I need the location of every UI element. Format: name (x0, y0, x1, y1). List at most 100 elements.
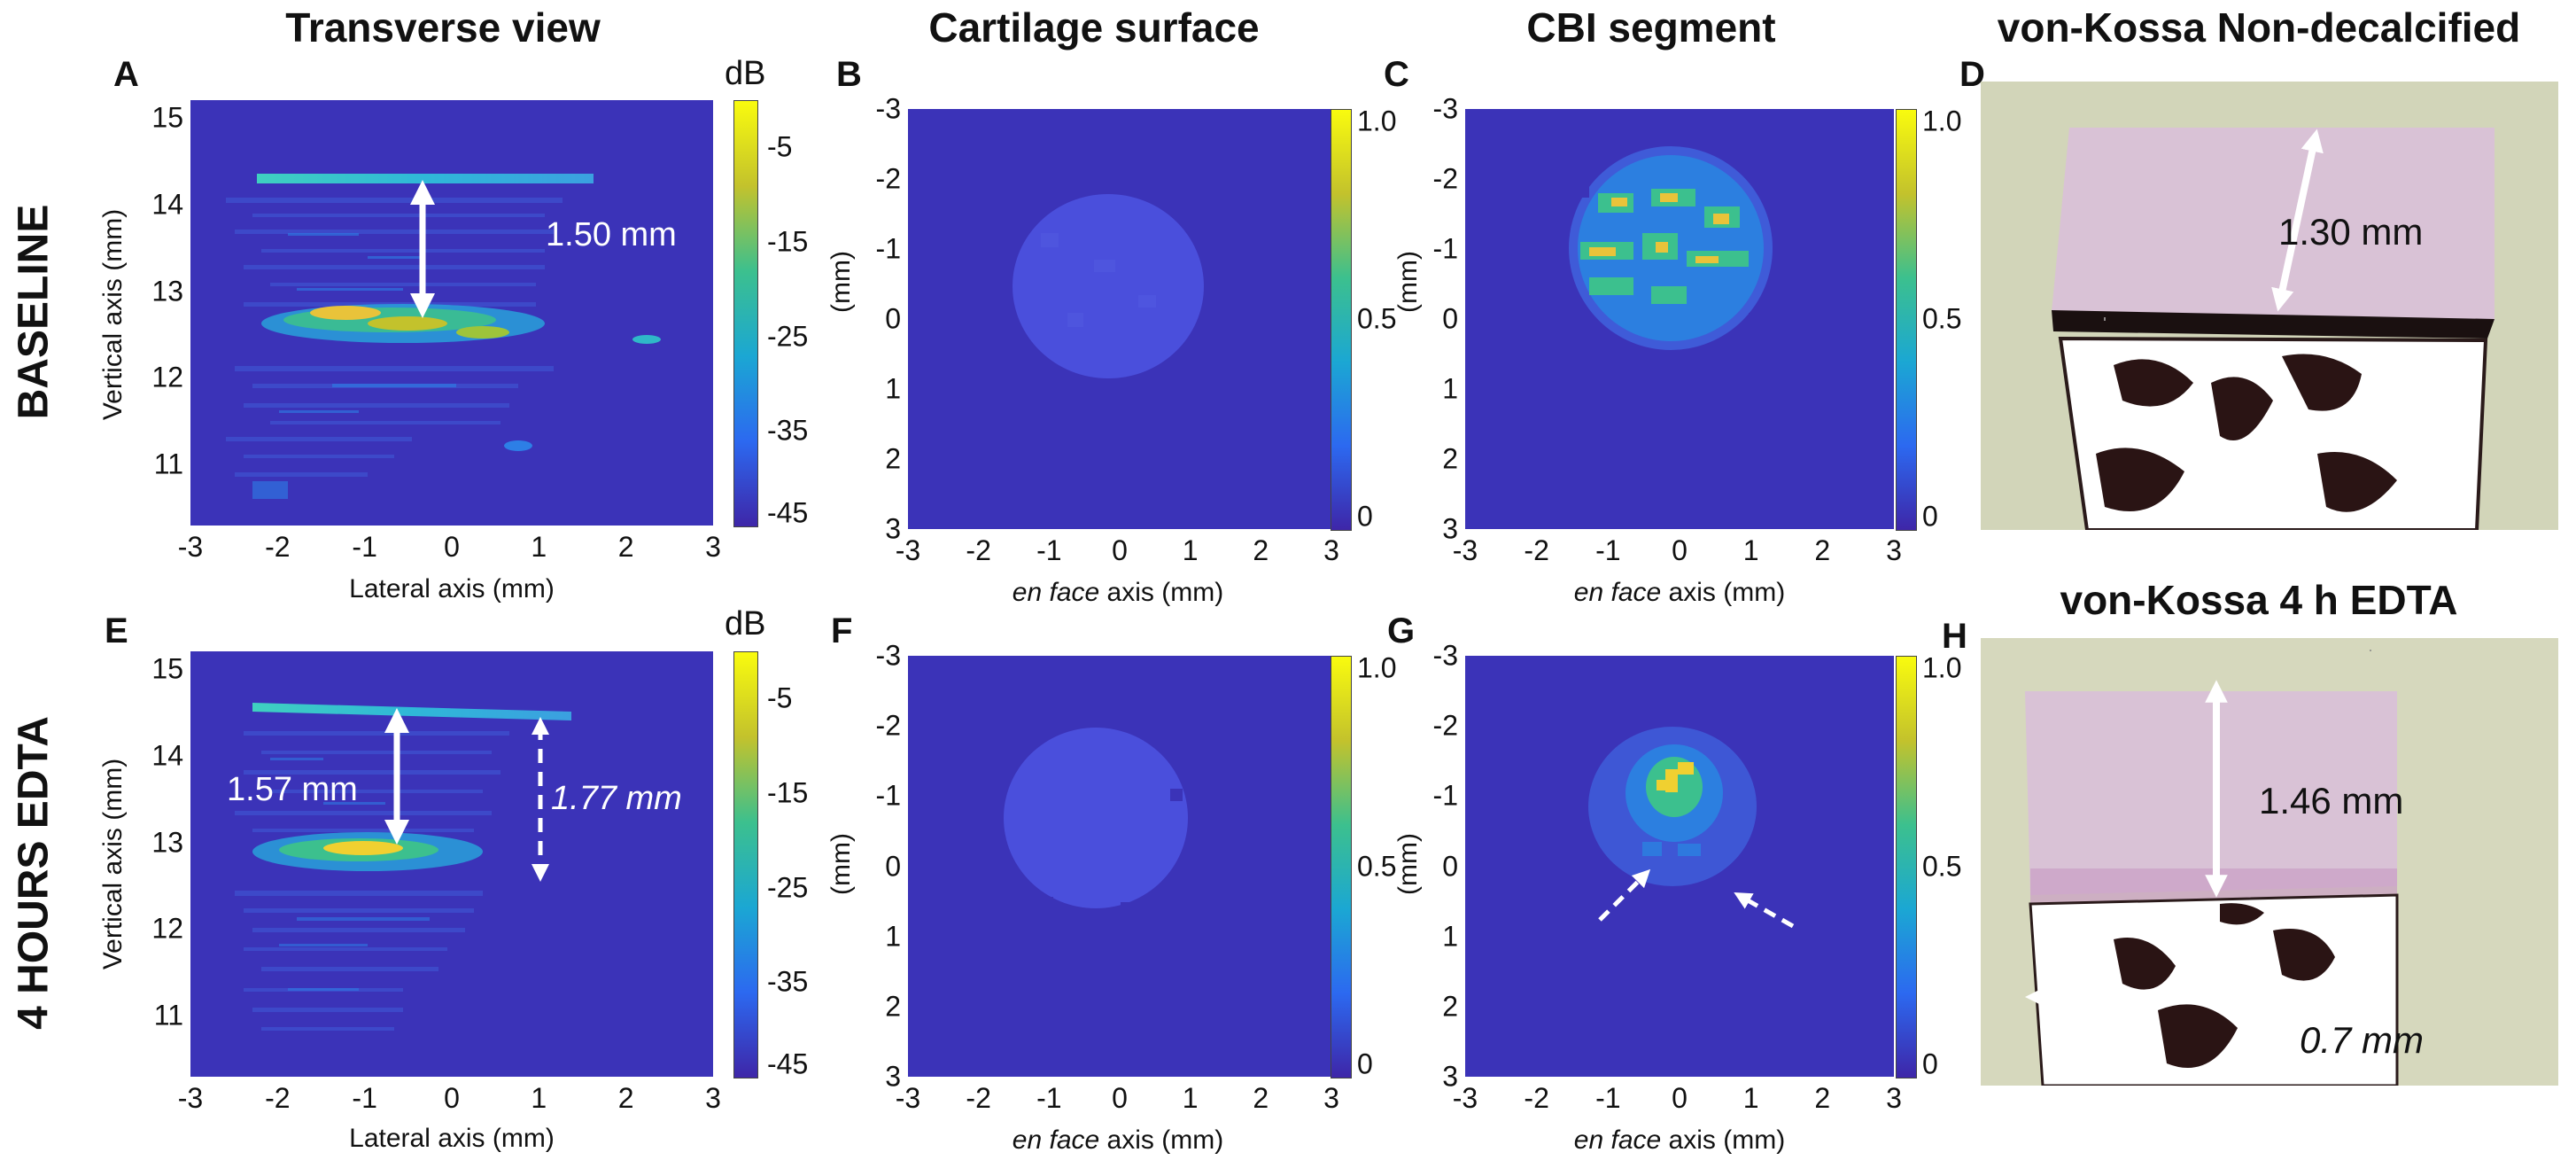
panel-e-xtick: 0 (444, 1082, 460, 1114)
panel-e-ytick: 11 (153, 999, 183, 1032)
panel-a-colorbar-tick: -45 (767, 496, 809, 529)
panel-f-xtick: 2 (1253, 1082, 1269, 1114)
panel-a-xtick: 2 (617, 531, 634, 563)
panel-c-ylabel: (mm) (1393, 251, 1423, 313)
panel-letter-e: E (105, 611, 128, 650)
panel-letter-a: A (113, 55, 139, 94)
panel-b-colorbar-tick: 0 (1357, 500, 1373, 533)
panel-g-colorbar-tick: 0.5 (1922, 850, 1962, 882)
panel-c-ytick: 3 (1442, 512, 1458, 545)
panel-a-ylabel: Vertical axis (mm) (98, 208, 128, 421)
panel-letter-b: B (836, 55, 862, 94)
panel-f-xtick: -3 (895, 1082, 921, 1114)
panel-b-xtick: 2 (1253, 534, 1269, 566)
panel-c-colorbar-tick: 0 (1922, 500, 1938, 533)
panel-c-ytick: 2 (1442, 442, 1458, 475)
panel-a-ytick: 15 (151, 101, 183, 134)
panel-f-ytick: 3 (885, 1060, 901, 1093)
panel-g-xtick: 1 (1742, 1082, 1759, 1114)
panel-f-ylabel: (mm) (826, 833, 856, 895)
panel-c-colorbar (1896, 109, 1917, 531)
panel-b-ytick: -3 (875, 92, 901, 125)
panel-f-xtick: 3 (1323, 1082, 1339, 1114)
panel-h-width-label: 0.7 mm (2300, 1019, 2425, 1061)
panel-a-thickness-label: 1.50 mm (546, 216, 677, 253)
panel-h-title: von-Kossa 4 h EDTA (2060, 577, 2458, 623)
panel-g-heatmap (1465, 656, 1894, 1077)
panel-letter-f: F (831, 611, 853, 650)
panel-c-xlabel: en face axis (mm) (1574, 578, 1785, 608)
panel-c-colorbar-tick: 1.0 (1922, 105, 1962, 137)
panel-b-colorbar-tick: 1.0 (1357, 105, 1397, 137)
panel-f-xlabel-suffix: axis (mm) (1099, 1125, 1224, 1155)
panel-h-histology-image (1981, 638, 2558, 1086)
column-header-vonkossa: von-Kossa Non-decalcified (1997, 4, 2521, 51)
panel-g-ytick: 3 (1442, 1060, 1458, 1093)
panel-g-ytick: 2 (1442, 990, 1458, 1023)
panel-a-colorbar-label: dB (725, 55, 766, 92)
panel-a-ytick: 14 (151, 188, 183, 221)
panel-a-xtick: 1 (531, 531, 547, 563)
panel-g-colorbar (1896, 656, 1917, 1078)
panel-b-ytick: 2 (885, 442, 901, 475)
panel-g-xtick: 0 (1672, 1082, 1688, 1114)
panel-a-ytick: 12 (151, 361, 183, 393)
panel-f-xtick: -2 (966, 1082, 991, 1114)
panel-e-xtick: 3 (705, 1082, 721, 1114)
column-header-transverse: Transverse view (285, 4, 601, 51)
panel-e-ylabel: Vertical axis (mm) (98, 758, 128, 970)
panel-c-xtick: -2 (1524, 534, 1549, 566)
panel-g-xlabel-suffix: axis (mm) (1661, 1125, 1786, 1155)
panel-g-xtick: -1 (1595, 1082, 1621, 1114)
panel-a-xtick: -2 (265, 531, 291, 563)
panel-g-xtick: 2 (1814, 1082, 1831, 1114)
panel-f-ytick: 2 (885, 990, 901, 1023)
panel-a-ytick: 11 (153, 448, 183, 480)
panel-b-xlabel: en face axis (mm) (1013, 578, 1223, 608)
panel-c-ytick: -3 (1432, 92, 1458, 125)
panel-c-xtick: 0 (1672, 534, 1688, 566)
panel-c-ytick: -1 (1432, 232, 1458, 265)
panel-e-ytick: 15 (151, 652, 183, 685)
panel-g-colorbar-tick: 1.0 (1922, 651, 1962, 684)
panel-e-thickness-label: 1.57 mm (227, 771, 358, 808)
panel-b-ytick: 0 (885, 302, 901, 335)
panel-a-colorbar-tick: -15 (767, 225, 809, 258)
panel-b-xtick: -1 (1036, 534, 1062, 566)
panel-f-colorbar-tick: 0 (1357, 1047, 1373, 1080)
panel-b-colorbar-tick: 0.5 (1357, 302, 1397, 335)
panel-a-xlabel: Lateral axis (mm) (349, 574, 555, 603)
panel-c-colorbar-tick: 0.5 (1922, 302, 1962, 335)
panel-b-xtick: -3 (895, 534, 921, 566)
panel-f-heatmap (908, 656, 1331, 1077)
panel-a-colorbar-tick: -25 (767, 320, 809, 353)
panel-c-xlabel-suffix: axis (mm) (1661, 578, 1786, 607)
panel-e-heatmap (190, 651, 713, 1077)
panel-b-ytick: -1 (875, 232, 901, 265)
panel-g-xtick: 3 (1886, 1082, 1902, 1114)
panel-e-xtick: 2 (617, 1082, 634, 1114)
panel-b-heatmap (908, 109, 1331, 529)
panel-b-xtick: 3 (1323, 534, 1339, 566)
panel-h-thickness-label: 1.46 mm (2259, 780, 2404, 821)
panel-letter-g: G (1387, 611, 1416, 650)
panel-g-colorbar-tick: 0 (1922, 1047, 1938, 1080)
panel-e-colorbar (733, 651, 758, 1078)
panel-e-xtick: 1 (531, 1082, 547, 1114)
panel-a-colorbar-tick: -5 (767, 130, 793, 163)
row-header-baseline: BASELINE (10, 204, 58, 420)
panel-b-xlabel-prefix: en face (1012, 578, 1100, 607)
panel-c-heatmap (1465, 109, 1894, 529)
panel-f-colorbar-tick: 1.0 (1357, 651, 1397, 684)
panel-f-xlabel: en face axis (mm) (1013, 1125, 1223, 1156)
panel-g-xlabel-prefix: en face (1573, 1125, 1662, 1155)
panel-a-colorbar (733, 100, 758, 527)
panel-f-ytick: -1 (875, 779, 901, 812)
panel-f-xtick: 1 (1182, 1082, 1199, 1114)
panel-a-colorbar-tick: -35 (767, 414, 809, 447)
panel-b-xtick: 1 (1182, 534, 1199, 566)
panel-f-ytick: -3 (875, 639, 901, 672)
row-header-edta: 4 HOURS EDTA (10, 716, 58, 1030)
panel-e-ytick: 13 (151, 826, 183, 858)
panel-g-xlabel: en face axis (mm) (1574, 1125, 1785, 1156)
